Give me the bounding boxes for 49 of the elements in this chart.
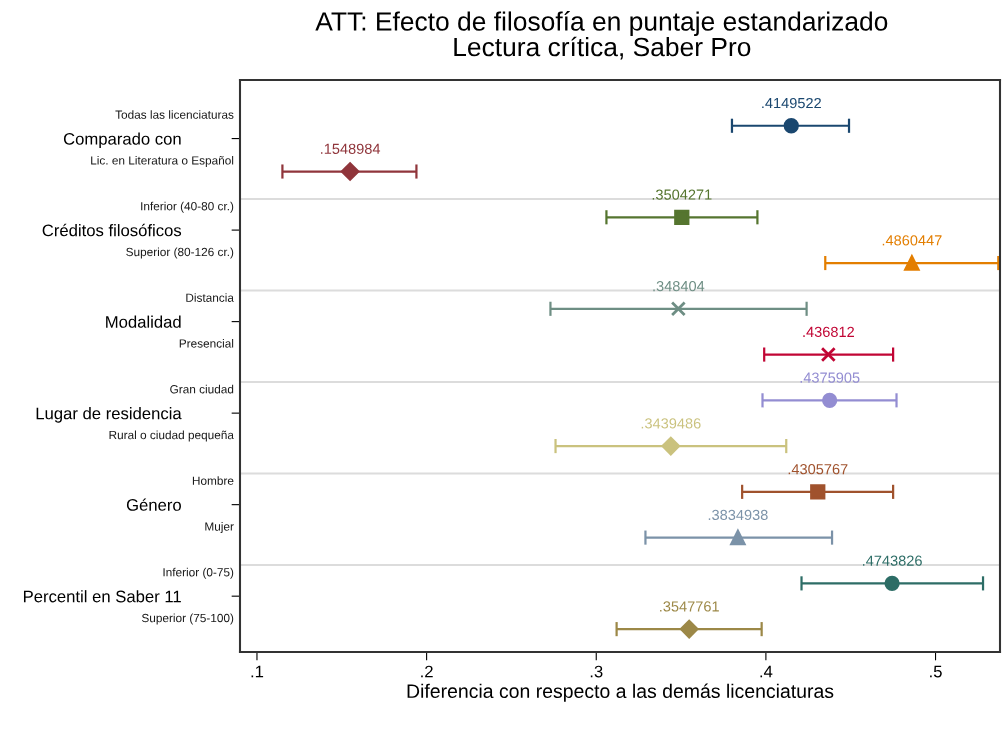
y-tick-label: Hombre: [192, 476, 234, 485]
data-label: .3834938: [708, 509, 768, 521]
y-tick-label: Lic. en Literatura o Español: [91, 155, 234, 167]
data-label: .436812: [803, 326, 854, 338]
x-axis-title: Diferencia con respecto a las demás licenciaturas: [407, 683, 834, 702]
data-label: .348404: [653, 280, 705, 292]
data-label: .4743826: [863, 555, 922, 566]
point: [674, 209, 690, 225]
y-tick-label: Gran ciudad: [170, 384, 234, 394]
data-label: .3439486: [641, 418, 701, 429]
point: [783, 118, 799, 134]
y-tick-label: Inferior (0-75): [163, 567, 234, 579]
x-tick-label: .1: [251, 665, 264, 678]
point: [884, 575, 900, 591]
y-tick-label: Rural o ciudad pequeña: [109, 430, 234, 442]
point: [679, 619, 699, 639]
y-tick-label: Distancia: [186, 293, 234, 302]
data-label: .4149522: [762, 97, 821, 109]
y-tick-label: Mujer: [205, 522, 234, 534]
point: [730, 529, 746, 546]
y-tick-label: Superior (75-100): [141, 613, 234, 625]
point: [904, 255, 920, 271]
point: [661, 436, 681, 456]
text: Créditos filosóficos: [42, 223, 182, 237]
point: [820, 346, 836, 363]
point: [810, 484, 826, 500]
data-label: .1548984: [321, 143, 381, 154]
y-tick-label: Inferior (40-80 cr.): [141, 201, 234, 213]
text: Comparado con: [63, 132, 181, 149]
data-label: .4305767: [788, 463, 848, 475]
y-tick-label: Presencial: [179, 338, 234, 348]
y-tick-label: Superior (80-126 cr.): [126, 247, 234, 259]
data-label: .4860447: [882, 235, 942, 246]
y-tick-label: Todas las licenciaturas: [115, 110, 234, 119]
x-tick-label: .5: [930, 665, 942, 678]
point: [670, 301, 686, 317]
point: [340, 162, 360, 181]
data-label: .3547761: [660, 601, 719, 612]
text: Género: [126, 498, 181, 511]
x-tick-label: .4: [760, 665, 773, 678]
data-label: .4375905: [800, 372, 860, 383]
data-label: .3504271: [652, 189, 712, 200]
text: Percentil en Saber 11: [23, 590, 181, 603]
point: [822, 392, 838, 408]
x-tick-label: .2: [421, 665, 433, 678]
text: Modalidad: [106, 315, 181, 328]
chart-title: ATT: Efecto de filosofía en puntaje estandarizado Lectura crítica, Saber Pro: [315, 11, 888, 60]
x-tick-label: .3: [590, 665, 603, 678]
text: Lugar de residencia: [36, 407, 182, 423]
